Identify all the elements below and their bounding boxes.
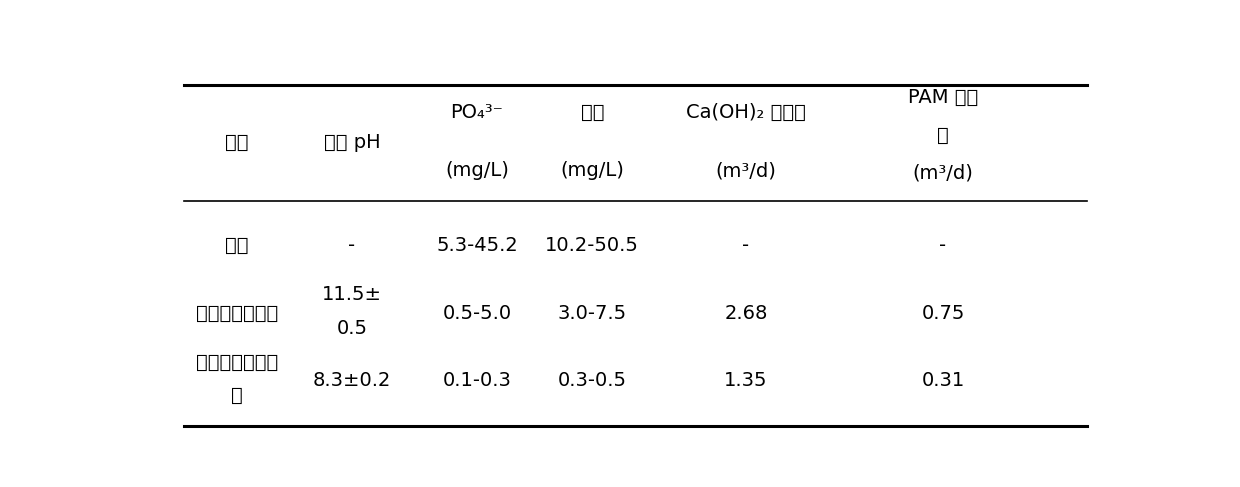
Text: -: - xyxy=(348,236,356,256)
Text: 水样: 水样 xyxy=(224,133,248,152)
Text: 10.2-50.5: 10.2-50.5 xyxy=(546,236,639,256)
Text: 出水 pH: 出水 pH xyxy=(324,133,381,152)
Text: 0.75: 0.75 xyxy=(921,304,965,323)
Text: 11.5±: 11.5± xyxy=(322,285,382,304)
Text: 0.1-0.3: 0.1-0.3 xyxy=(443,372,511,391)
Text: 本实施例处理方: 本实施例处理方 xyxy=(196,353,278,372)
Text: 原水: 原水 xyxy=(224,236,248,256)
Text: 0.5: 0.5 xyxy=(336,319,367,338)
Text: 8.3±0.2: 8.3±0.2 xyxy=(312,372,391,391)
Text: 0.5-5.0: 0.5-5.0 xyxy=(443,304,511,323)
Text: (m³/d): (m³/d) xyxy=(913,163,973,182)
Text: (mg/L): (mg/L) xyxy=(445,161,508,181)
Text: 5.3-45.2: 5.3-45.2 xyxy=(436,236,518,256)
Text: 量: 量 xyxy=(937,126,949,145)
Text: PO₄³⁻: PO₄³⁻ xyxy=(450,103,503,122)
Text: 2.68: 2.68 xyxy=(724,304,768,323)
Text: 3.0-7.5: 3.0-7.5 xyxy=(558,304,626,323)
Text: 0.31: 0.31 xyxy=(921,372,965,391)
Text: 0.3-0.5: 0.3-0.5 xyxy=(558,372,626,391)
Text: (mg/L): (mg/L) xyxy=(560,161,624,181)
Text: 总磷: 总磷 xyxy=(580,103,604,122)
Text: -: - xyxy=(940,236,946,256)
Text: PAM 投加: PAM 投加 xyxy=(908,88,978,107)
Text: -: - xyxy=(743,236,749,256)
Text: 法: 法 xyxy=(231,386,243,406)
Text: Ca(OH)₂ 投加量: Ca(OH)₂ 投加量 xyxy=(686,103,806,122)
Text: 1.35: 1.35 xyxy=(724,372,768,391)
Text: 传统混凝沉淀法: 传统混凝沉淀法 xyxy=(196,304,278,323)
Text: (m³/d): (m³/d) xyxy=(715,161,776,181)
